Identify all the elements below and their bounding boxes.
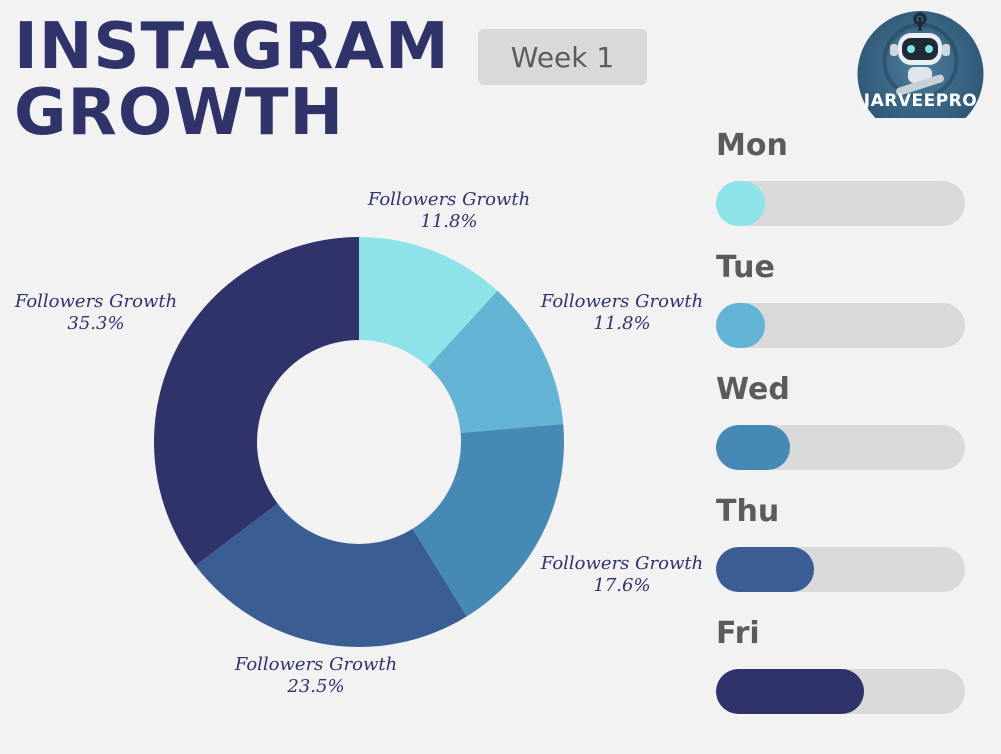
progress-fill-tue — [716, 303, 765, 348]
progress-fill-mon — [716, 181, 765, 226]
donut-slice-tue[interactable] — [427, 290, 564, 434]
robot-icon — [857, 11, 984, 118]
day-label-thu: Thu — [716, 494, 780, 529]
title-line-2: GROWTH — [14, 76, 345, 150]
progress-fill-fri — [716, 669, 864, 714]
donut-slice-fri[interactable] — [153, 237, 359, 566]
day-label-tue: Tue — [716, 250, 775, 285]
progress-track-fri — [716, 669, 965, 714]
slice-label-thu: Followers Growth — [234, 654, 397, 675]
donut-slice-mon[interactable] — [359, 237, 498, 367]
day-label-fri: Fri — [716, 616, 760, 651]
title-line-1: INSTAGRAM — [14, 10, 450, 84]
week-badge[interactable]: Week 1 — [478, 29, 647, 85]
slice-value-thu: 23.5% — [286, 676, 344, 697]
day-label-mon: Mon — [716, 128, 788, 163]
slice-value-fri: 35.3% — [67, 313, 124, 334]
progress-track-mon — [716, 181, 965, 226]
donut-slice-wed[interactable] — [412, 423, 564, 617]
slice-value-wed: 17.6% — [593, 575, 650, 596]
progress-fill-thu — [716, 547, 814, 592]
slice-label-wed: Followers Growth — [540, 553, 703, 574]
progress-track-wed — [716, 425, 965, 470]
progress-track-thu — [716, 547, 965, 592]
slice-label-tue: Followers Growth — [540, 291, 703, 312]
progress-track-tue — [716, 303, 965, 348]
logo-text: JARVEEPRO — [863, 91, 978, 111]
page-title: INSTAGRAM GROWTH — [14, 14, 450, 146]
week-label: Week 1 — [510, 40, 615, 74]
progress-fill-wed — [716, 425, 790, 470]
donut-slice-thu[interactable] — [195, 503, 467, 647]
jarveepro-logo: JARVEEPRO — [857, 11, 984, 118]
slice-value-tue: 11.8% — [593, 313, 650, 334]
slice-label-mon: Followers Growth — [367, 189, 530, 210]
slice-value-mon: 11.8% — [420, 211, 477, 232]
slice-label-fri: Followers Growth — [14, 291, 177, 312]
day-label-wed: Wed — [716, 372, 790, 407]
